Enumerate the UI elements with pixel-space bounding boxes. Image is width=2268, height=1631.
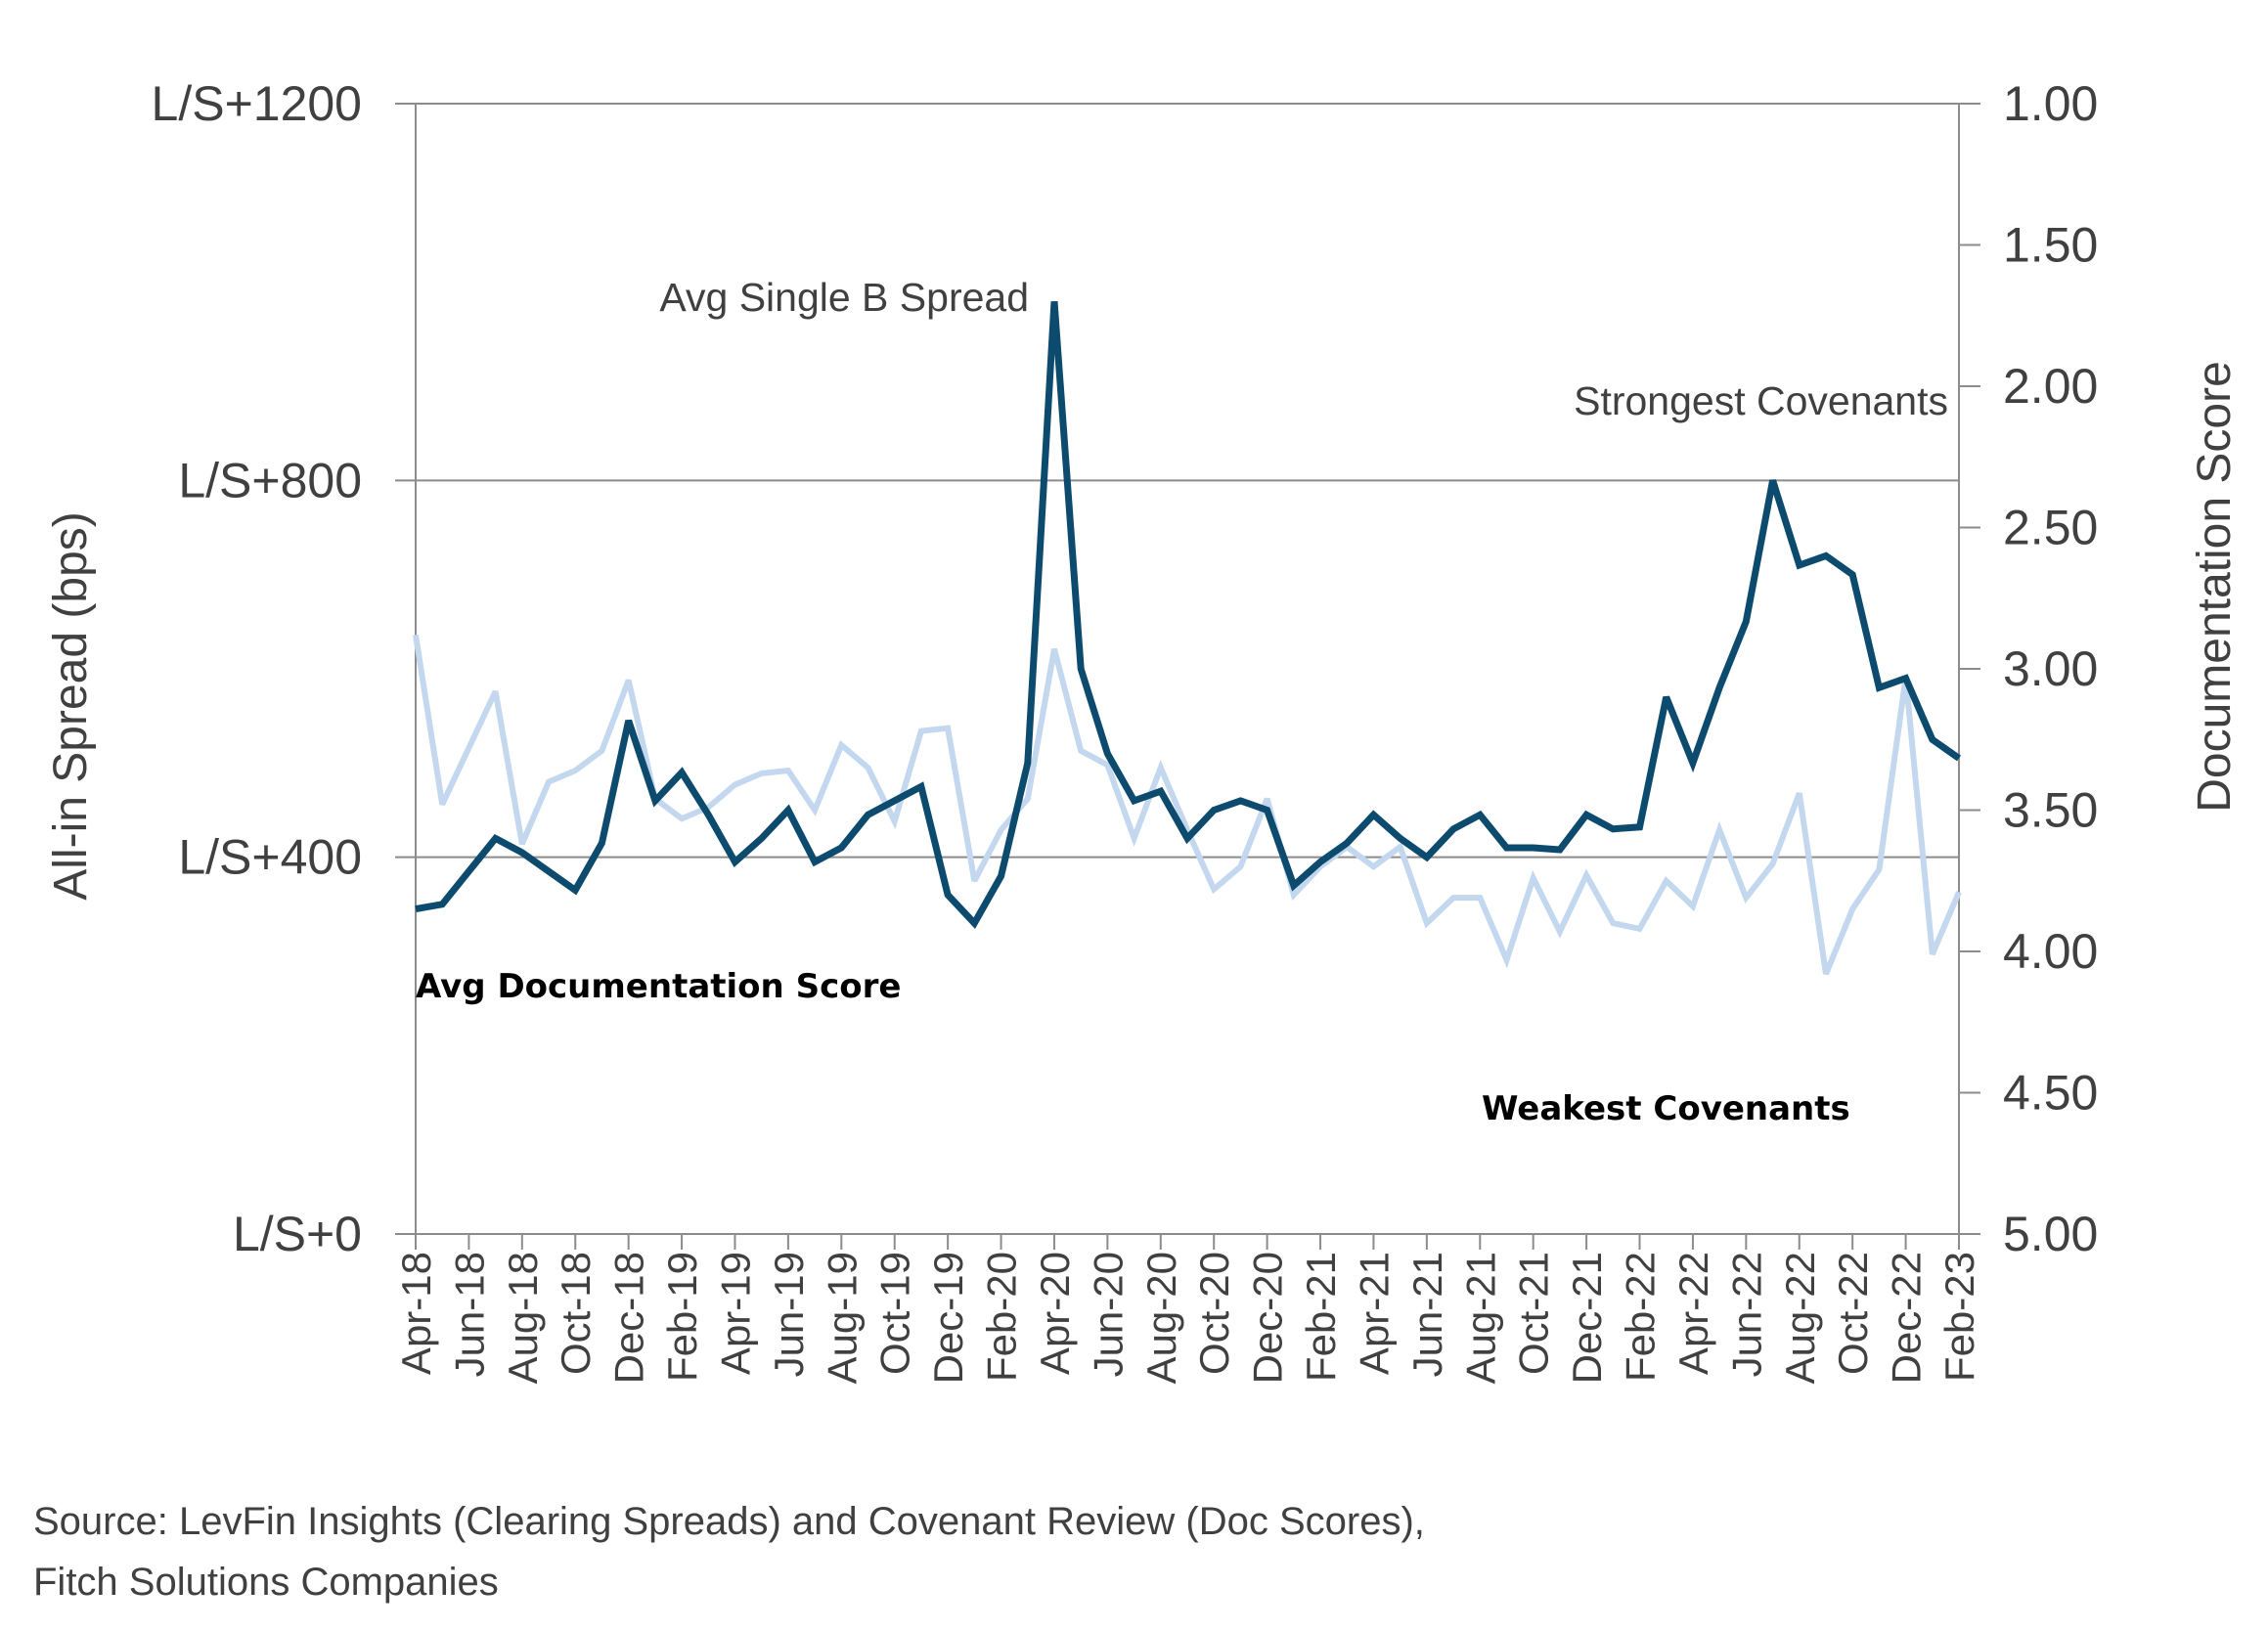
right-tick-label: 1.50 [2003,218,2098,273]
left-axis-ticks: L/S+0 L/S+400 L/S+800 L/S+1200 [152,76,362,1261]
x-tick-label: Jun-19 [766,1252,812,1377]
right-tick-label: 4.00 [2003,924,2098,979]
x-axis-ticks: Apr-18 Jun-18 Aug-18 Oct-18 Dec-18 Feb-19 Apr-… [393,1234,1982,1384]
x-tick-label: Jun-20 [1085,1252,1131,1377]
right-tick-label: 2.50 [2003,501,2098,555]
x-tick-label: Apr-19 [712,1252,758,1375]
x-tick-label: Oct-18 [553,1252,599,1375]
x-tick-label: Aug-21 [1457,1252,1503,1384]
x-tick-label: Feb-22 [1618,1252,1664,1382]
x-tick-label: Jun-18 [446,1252,492,1377]
series-line-spread [415,301,1962,929]
left-tick-label: L/S+1200 [152,76,362,131]
x-tick-label: Dec-18 [606,1252,652,1384]
right-axis-ticks: 1.00 1.50 2.00 2.50 3.00 3.50 4.00 4.50 5.00 [1959,76,2098,1261]
right-tick-label: 2.00 [2003,359,2098,414]
chart: L/S+0 L/S+400 L/S+800 L/S+1200 1.00 1.50 2.00… [45,76,2241,1384]
left-tick-label: L/S+0 [233,1207,362,1261]
x-tick-label: Jun-21 [1404,1252,1450,1377]
annotation-strongest-covenants: Strongest Covenants [1574,378,1948,423]
left-tick-label: L/S+800 [178,453,362,507]
gridlines [395,103,1959,1235]
annotation-avg-documentation-score: Avg Documentation Score [416,967,901,1006]
x-tick-label: Dec-20 [1245,1252,1291,1384]
x-tick-label: Apr-21 [1351,1252,1397,1375]
x-tick-label: Aug-19 [819,1252,865,1384]
right-tick-label: 1.00 [2003,76,2098,131]
x-tick-label: Aug-18 [500,1252,546,1384]
x-tick-label: Dec-19 [925,1252,971,1384]
annotation-weakest-covenants: Weakest Covenants [1482,1089,1850,1128]
x-tick-label: Aug-22 [1777,1252,1823,1384]
right-axis-title: Documentation Score [2189,361,2241,813]
x-tick-label: Aug-20 [1138,1252,1184,1384]
x-tick-label: Dec-22 [1884,1252,1930,1384]
x-tick-label: Apr-20 [1032,1252,1078,1375]
right-tick-label: 5.00 [2003,1207,2098,1261]
x-tick-label: Feb-20 [979,1252,1025,1382]
x-tick-label: Oct-21 [1511,1252,1557,1375]
source-line-1: Source: LevFin Insights (Clearing Spread… [33,1500,1425,1543]
x-tick-label: Oct-19 [872,1252,918,1375]
x-tick-label: Jun-22 [1723,1252,1769,1377]
x-tick-label: Dec-21 [1564,1252,1610,1384]
source-note: Source: LevFin Insights (Clearing Spread… [33,1491,1425,1612]
annotation-single-b-spread: Avg Single B Spread [659,275,1029,320]
right-tick-label: 3.50 [2003,783,2098,838]
series-lines [413,301,1962,976]
left-tick-label: L/S+400 [178,830,362,885]
x-tick-label: Oct-22 [1830,1252,1876,1375]
right-tick-label: 3.00 [2003,641,2098,696]
source-line-2: Fitch Solutions Companies [33,1561,499,1604]
x-tick-label: Oct-20 [1191,1252,1237,1375]
x-tick-label: Feb-21 [1298,1252,1344,1382]
x-tick-label: Apr-22 [1670,1252,1716,1375]
x-tick-label: Feb-23 [1936,1252,1982,1382]
x-tick-label: Apr-18 [393,1252,439,1375]
x-tick-label: Feb-19 [659,1252,705,1382]
left-axis-title: All-in Spread (bps) [45,511,97,901]
right-tick-label: 4.50 [2003,1066,2098,1121]
series-line-documentation-score [413,634,1962,976]
